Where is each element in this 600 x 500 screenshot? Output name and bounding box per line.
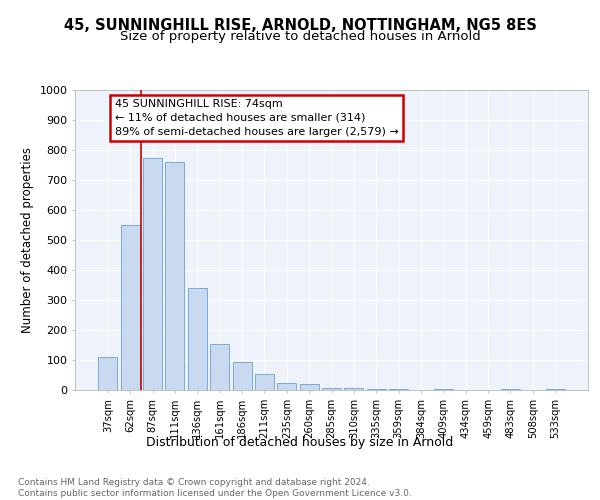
Bar	[143, 158, 162, 390]
Bar	[367, 388, 386, 390]
Bar	[255, 374, 274, 390]
Bar	[188, 288, 207, 390]
Bar	[98, 357, 118, 390]
Bar	[233, 362, 251, 390]
Bar	[344, 388, 364, 390]
Text: 45 SUNNINGHILL RISE: 74sqm
← 11% of detached houses are smaller (314)
89% of sem: 45 SUNNINGHILL RISE: 74sqm ← 11% of deta…	[115, 99, 398, 137]
Bar	[434, 388, 453, 390]
Bar	[166, 162, 184, 390]
Text: 45, SUNNINGHILL RISE, ARNOLD, NOTTINGHAM, NG5 8ES: 45, SUNNINGHILL RISE, ARNOLD, NOTTINGHAM…	[64, 18, 536, 32]
Bar	[277, 382, 296, 390]
Bar	[322, 388, 341, 390]
Text: Distribution of detached houses by size in Arnold: Distribution of detached houses by size …	[146, 436, 454, 449]
Bar	[299, 384, 319, 390]
Text: Contains HM Land Registry data © Crown copyright and database right 2024.
Contai: Contains HM Land Registry data © Crown c…	[18, 478, 412, 498]
Bar	[545, 389, 565, 390]
Bar	[389, 388, 408, 390]
Bar	[210, 344, 229, 390]
Text: Size of property relative to detached houses in Arnold: Size of property relative to detached ho…	[119, 30, 481, 43]
Bar	[501, 388, 520, 390]
Y-axis label: Number of detached properties: Number of detached properties	[21, 147, 34, 333]
Bar	[121, 225, 140, 390]
